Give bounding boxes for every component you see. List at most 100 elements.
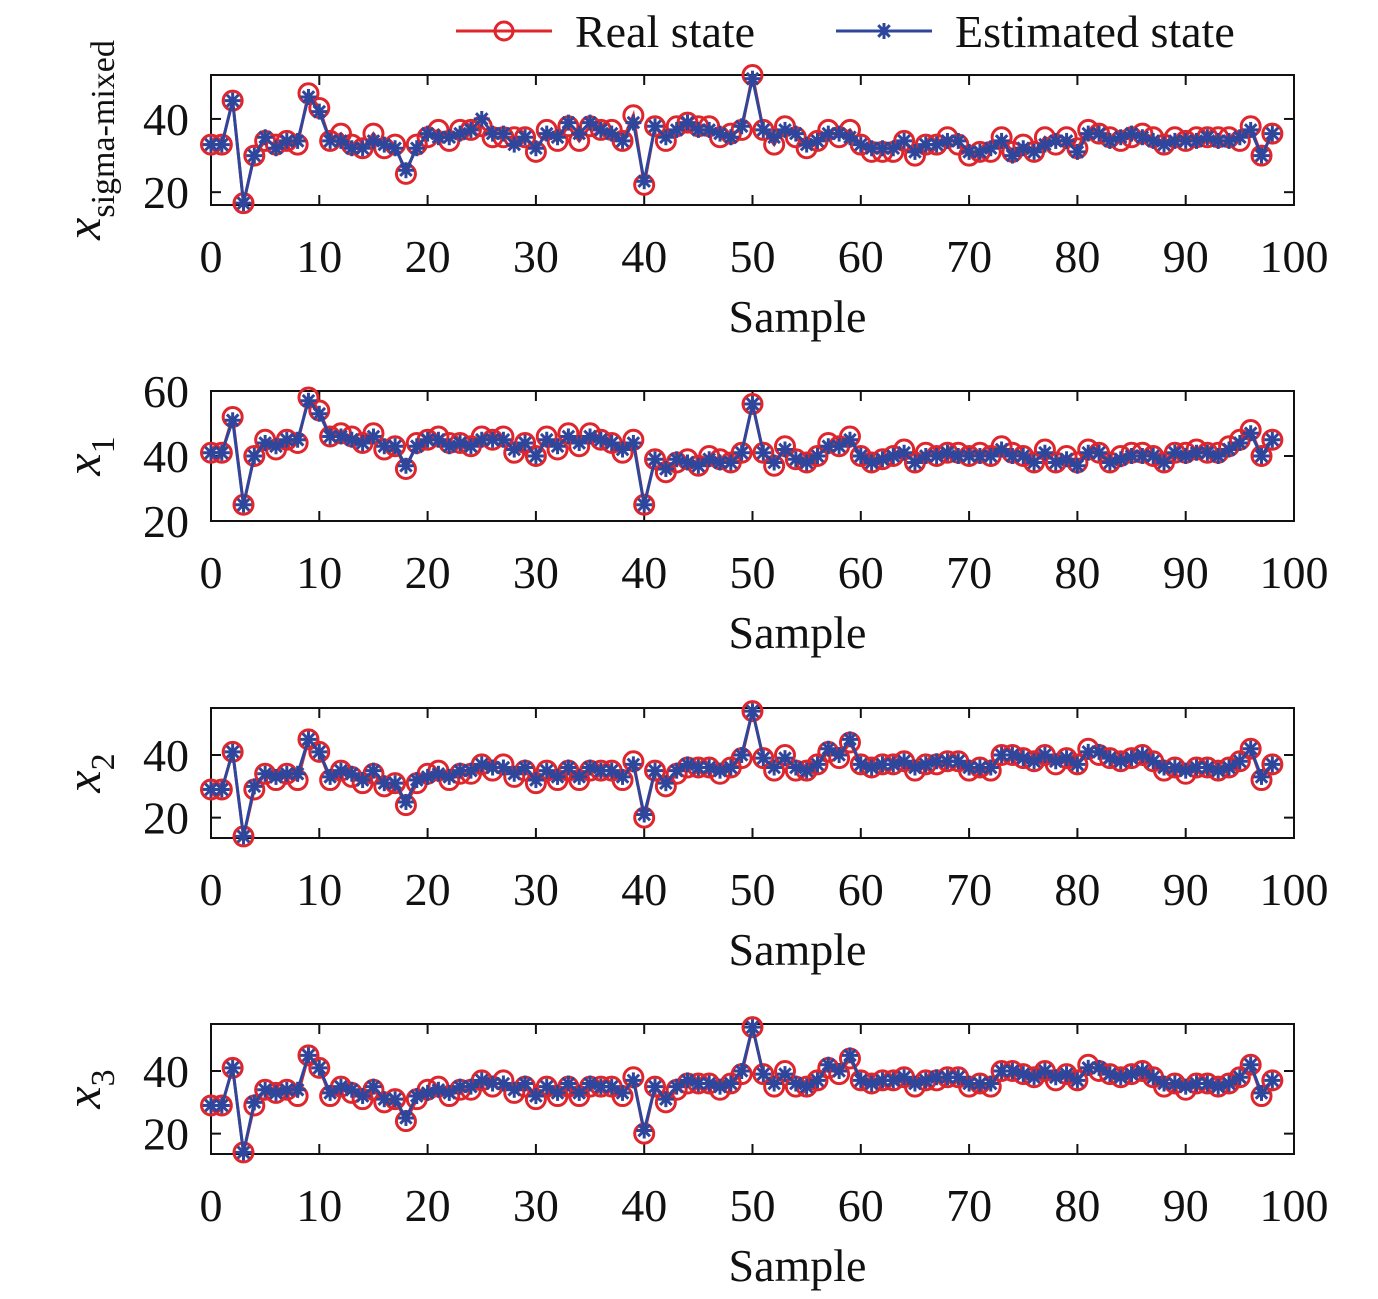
estimated-point	[668, 762, 685, 779]
estimated-point	[397, 1109, 414, 1126]
estimated-point	[571, 768, 588, 785]
estimated-point	[506, 1081, 523, 1098]
estimated-point	[1221, 441, 1238, 458]
estimated-point	[614, 441, 631, 458]
y-tick-label: 40	[143, 1046, 189, 1097]
x-tick-label: 0	[200, 1180, 223, 1231]
estimated-point	[235, 1144, 252, 1161]
estimated-point	[841, 731, 858, 748]
estimated-point	[798, 454, 815, 471]
estimated-point	[1242, 425, 1259, 442]
estimated-point	[776, 1066, 793, 1083]
estimated-point	[495, 125, 512, 142]
estimated-point	[311, 1059, 328, 1076]
estimated-point	[820, 1056, 837, 1073]
y-axis-label-sub: sigma-mixed	[85, 40, 122, 218]
estimated-point	[1091, 1059, 1108, 1076]
real-point	[741, 700, 764, 723]
estimated-point	[614, 132, 631, 149]
estimated-point	[657, 1091, 674, 1108]
estimated-point	[1091, 125, 1108, 142]
estimated-point	[365, 428, 382, 445]
estimated-point	[224, 92, 241, 109]
estimated-point	[776, 750, 793, 767]
estimated-point	[1101, 1066, 1118, 1083]
estimated-point	[495, 431, 512, 448]
estimated-point	[831, 1062, 848, 1079]
x-tick-label: 80	[1054, 864, 1100, 915]
real-point	[752, 747, 775, 770]
estimated-point	[1210, 448, 1227, 464]
estimated-point	[906, 1075, 923, 1092]
estimated-point	[365, 1078, 382, 1095]
x-tick-label: 10	[296, 231, 342, 282]
estimated-point	[993, 441, 1010, 458]
x-tick-label: 40	[621, 231, 667, 282]
panels: 0 10 20 30 40 50 60 70 80 90 1002040Samplexsigma-m…	[55, 40, 1329, 1291]
estimated-point	[1134, 1062, 1151, 1079]
estimated-point	[1145, 448, 1162, 464]
estimated-point	[950, 1069, 967, 1086]
estimated-point	[1015, 448, 1032, 464]
estimated-point	[1221, 1075, 1238, 1092]
x-tick-label: 100	[1260, 547, 1329, 598]
estimated-point	[820, 740, 837, 757]
estimated-point	[397, 793, 414, 810]
estimated-point	[1004, 147, 1021, 164]
estimated-point	[1058, 750, 1075, 767]
estimated-point	[755, 444, 772, 461]
estimated-point	[462, 121, 479, 138]
estimated-point	[809, 1072, 826, 1089]
estimated-point	[993, 132, 1010, 149]
estimated-point	[625, 114, 642, 131]
estimated-point	[441, 1084, 458, 1101]
y-tick-label: 60	[143, 366, 189, 417]
estimated-point	[213, 781, 230, 798]
x-tick-label: 100	[1260, 231, 1329, 282]
estimated-point	[722, 454, 739, 471]
real-point	[297, 1044, 320, 1067]
estimated-point	[1166, 1075, 1183, 1092]
estimated-point	[1242, 1056, 1259, 1073]
estimated-point	[213, 444, 230, 461]
estimated-point	[549, 438, 566, 455]
estimated-point	[603, 762, 620, 779]
estimated-point	[1264, 756, 1281, 773]
estimated-point	[690, 457, 707, 474]
estimated-point	[636, 173, 653, 190]
estimated-point	[560, 114, 577, 131]
estimated-point	[582, 114, 599, 131]
estimated-point	[841, 129, 858, 146]
chart-panel-2: 0 10 20 30 40 50 60 70 80 90 100 20 40 60 Sample x1	[55, 366, 1329, 658]
x-tick-label: 0	[200, 864, 223, 915]
estimated-point	[506, 765, 523, 782]
y-axis-label-main: x	[55, 218, 111, 241]
estimated-point	[213, 136, 230, 153]
estimated-point	[701, 451, 718, 468]
estimated-point	[1166, 132, 1183, 149]
estimated-point	[506, 136, 523, 153]
estimated-point	[1242, 740, 1259, 757]
estimated-point	[885, 140, 902, 157]
estimated-point	[354, 772, 371, 789]
estimated-point	[387, 1091, 404, 1108]
estimated-point	[462, 438, 479, 455]
real-point	[1261, 428, 1284, 451]
y-axis-label-main: x	[55, 453, 111, 476]
estimated-point	[246, 778, 263, 795]
estimated-point	[1156, 759, 1173, 776]
estimated-point	[408, 140, 425, 157]
estimated-point	[1145, 753, 1162, 770]
estimated-point	[517, 1075, 534, 1092]
estimated-point	[722, 1075, 739, 1092]
estimated-point	[733, 1062, 750, 1079]
estimated-point	[896, 1069, 913, 1086]
estimated-point	[874, 451, 891, 468]
y-axis-label-sub: 2	[85, 753, 122, 770]
estimated-point	[571, 1084, 588, 1101]
estimated-point	[289, 1081, 306, 1098]
estimated-point	[766, 454, 783, 471]
estimated-point	[896, 753, 913, 770]
real-point	[243, 144, 266, 167]
estimated-point	[1231, 435, 1248, 451]
